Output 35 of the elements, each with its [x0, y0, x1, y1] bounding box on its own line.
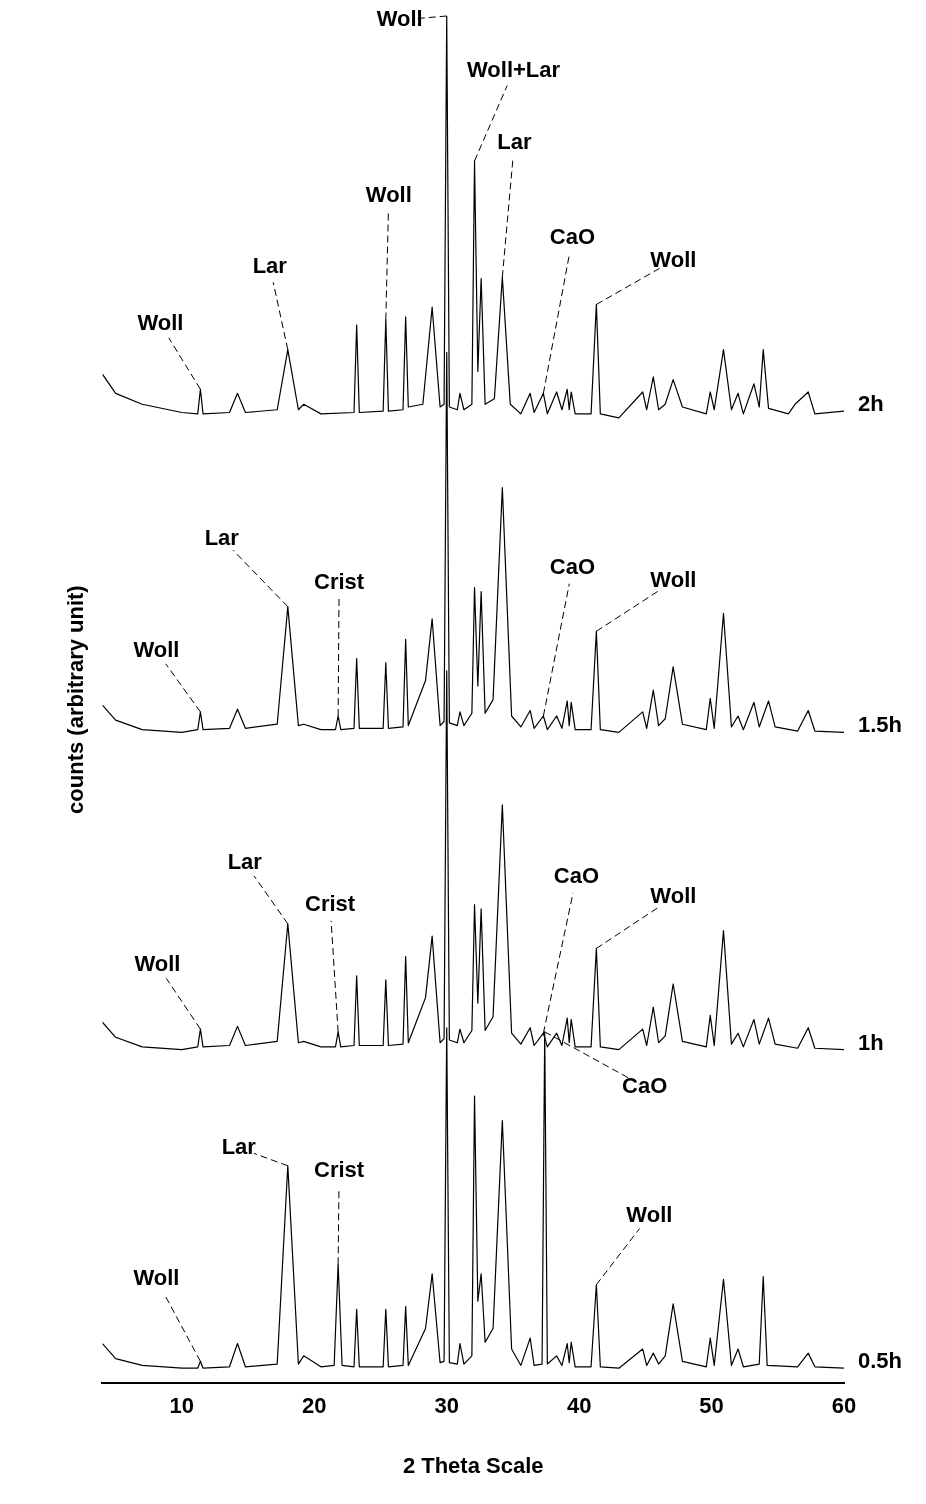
annotation: Woll: [650, 567, 697, 593]
annotation: Woll: [134, 951, 181, 977]
annotation: Crist: [314, 569, 365, 595]
annotation: Woll: [626, 1201, 673, 1227]
annotation: Woll: [133, 636, 180, 662]
annotation: CaO: [549, 224, 596, 250]
series-label: 1h: [858, 1029, 884, 1055]
x-tick-label: 60: [831, 1393, 857, 1419]
annotation: Woll: [650, 883, 697, 909]
x-tick-label: 30: [434, 1393, 459, 1419]
x-tick-label: 50: [699, 1393, 724, 1419]
series-label: 1.5h: [858, 712, 903, 738]
annotation: Lar: [204, 524, 240, 550]
x-tick-label: 10: [169, 1393, 195, 1419]
annotation: Woll: [376, 6, 423, 32]
annotation: Lar: [227, 848, 263, 874]
series-label: 0.5h: [858, 1348, 903, 1374]
x-tick-label: 40: [566, 1393, 592, 1419]
x-tick-label: 20: [302, 1393, 327, 1419]
annotation: Crist: [305, 890, 356, 916]
y-axis-title: counts (arbitrary unit): [63, 585, 89, 814]
series-label: 2h: [858, 391, 884, 417]
annotation: Crist: [314, 1157, 365, 1183]
annotation: Woll: [650, 246, 697, 272]
annotation: Woll: [365, 181, 412, 207]
annotation: Lar: [252, 252, 288, 278]
annotation: Woll+Lar: [466, 56, 561, 82]
x-axis-title: 2 Theta Scale: [402, 1452, 544, 1478]
annotation: CaO: [622, 1072, 668, 1098]
annotation: Lar: [221, 1133, 257, 1159]
annotation: CaO: [549, 554, 596, 580]
annotation: CaO: [553, 863, 600, 889]
annotation: Woll: [133, 1265, 180, 1291]
annotation: Lar: [497, 129, 532, 155]
annotation: Woll: [137, 310, 184, 336]
